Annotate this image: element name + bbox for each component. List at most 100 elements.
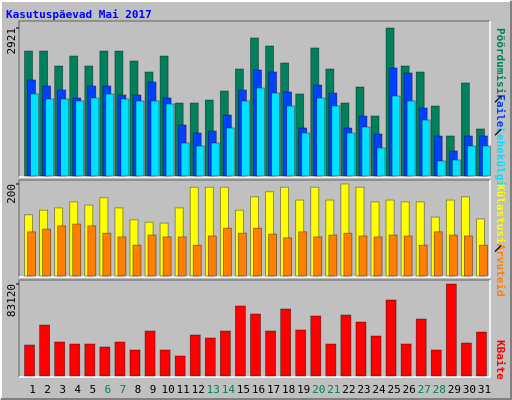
legend-entry: Lehekülgi (494, 127, 507, 187)
bar (391, 95, 401, 177)
bar (361, 126, 371, 177)
bar (99, 346, 111, 377)
bar (343, 232, 353, 277)
chart-title: Kasutuspäevad Mai 2017 (6, 8, 152, 21)
bar (42, 228, 51, 277)
x-tick-label: 9 (150, 383, 157, 396)
bar (283, 237, 293, 277)
bar (174, 355, 186, 377)
bar (271, 92, 280, 177)
x-tick-label: 27 (418, 383, 431, 396)
x-tick-label: 28 (433, 383, 446, 396)
bar (328, 234, 338, 277)
x-tick-label: 24 (372, 383, 386, 396)
bar (482, 145, 491, 177)
x-tick-label: 14 (222, 383, 236, 396)
y-tick-label: 200 (5, 184, 18, 204)
x-tick-label: 4 (74, 383, 81, 396)
bar (310, 315, 322, 377)
bar (102, 232, 112, 277)
panel-edge-light (19, 180, 491, 278)
x-tick-label: 16 (252, 383, 265, 396)
bar (265, 330, 276, 377)
bar (385, 299, 397, 377)
x-tick-label: 29 (448, 383, 461, 396)
bar (60, 98, 70, 177)
bar (346, 132, 356, 177)
x-tick-label: 12 (192, 383, 205, 396)
bar (461, 342, 472, 377)
bar (69, 343, 81, 377)
legend-entry: Pöördumisi (494, 28, 507, 95)
bar (436, 160, 446, 177)
bar (376, 147, 386, 177)
legend-separator (494, 95, 502, 103)
bar (370, 335, 382, 377)
bar (316, 97, 326, 177)
bar (286, 105, 296, 177)
bar (219, 330, 231, 377)
bar (331, 105, 341, 177)
bar (400, 343, 412, 377)
x-tick-label: 18 (282, 383, 295, 396)
x-tick-label: 8 (135, 383, 142, 396)
legend: KülastusiArvuteid (494, 184, 507, 297)
legend: PöördumisiFaileLehekülgi (494, 28, 507, 187)
bar (204, 337, 216, 377)
x-tick-label: 31 (478, 383, 491, 396)
legend-entry: Arvuteid (494, 244, 507, 297)
x-tick-label: 23 (357, 383, 370, 396)
legend-entry: KBaite (494, 340, 507, 380)
x-tick-label: 2 (44, 383, 51, 396)
x-tick-label: 17 (267, 383, 280, 396)
bar (210, 142, 220, 177)
bar (159, 349, 171, 377)
bar (476, 331, 487, 377)
bar (268, 233, 277, 277)
panel-edge-dark (18, 20, 490, 177)
bar (192, 244, 202, 277)
bar (235, 305, 246, 377)
bar (120, 98, 130, 177)
panel-edge-light (19, 280, 491, 378)
y-tick-label: 2921 (5, 28, 18, 55)
bar (24, 344, 35, 377)
bar (222, 227, 232, 277)
bar (250, 313, 261, 377)
y-tick-label: 83120 (5, 284, 18, 317)
bar (54, 341, 66, 377)
bar (340, 314, 352, 377)
bar (27, 231, 36, 277)
panel-edge-light (19, 21, 491, 178)
bar (373, 236, 383, 277)
bar (90, 97, 100, 177)
bar (177, 236, 187, 277)
bar (313, 236, 323, 277)
x-tick-label: 26 (403, 383, 416, 396)
bar (403, 235, 413, 277)
x-tick-label: 3 (59, 383, 66, 396)
x-tick-label: 20 (312, 383, 325, 396)
x-tick-label: 5 (89, 383, 96, 396)
bar (162, 236, 172, 277)
x-tick-label: 30 (463, 383, 476, 396)
x-tick-label: 25 (387, 383, 400, 396)
bar (195, 145, 205, 177)
bar (57, 225, 67, 277)
bar (87, 225, 97, 277)
legend-separator (494, 245, 502, 253)
bar (180, 142, 190, 177)
legend: KBaite (494, 340, 507, 380)
x-tick-label: 10 (161, 383, 174, 396)
bar (355, 321, 367, 377)
legend-separator (494, 128, 502, 136)
bar (325, 343, 337, 377)
bar (418, 244, 428, 277)
legend-entry: Faile (494, 94, 507, 127)
bar (467, 145, 476, 177)
bar (117, 236, 127, 277)
x-tick-label: 22 (342, 383, 355, 396)
